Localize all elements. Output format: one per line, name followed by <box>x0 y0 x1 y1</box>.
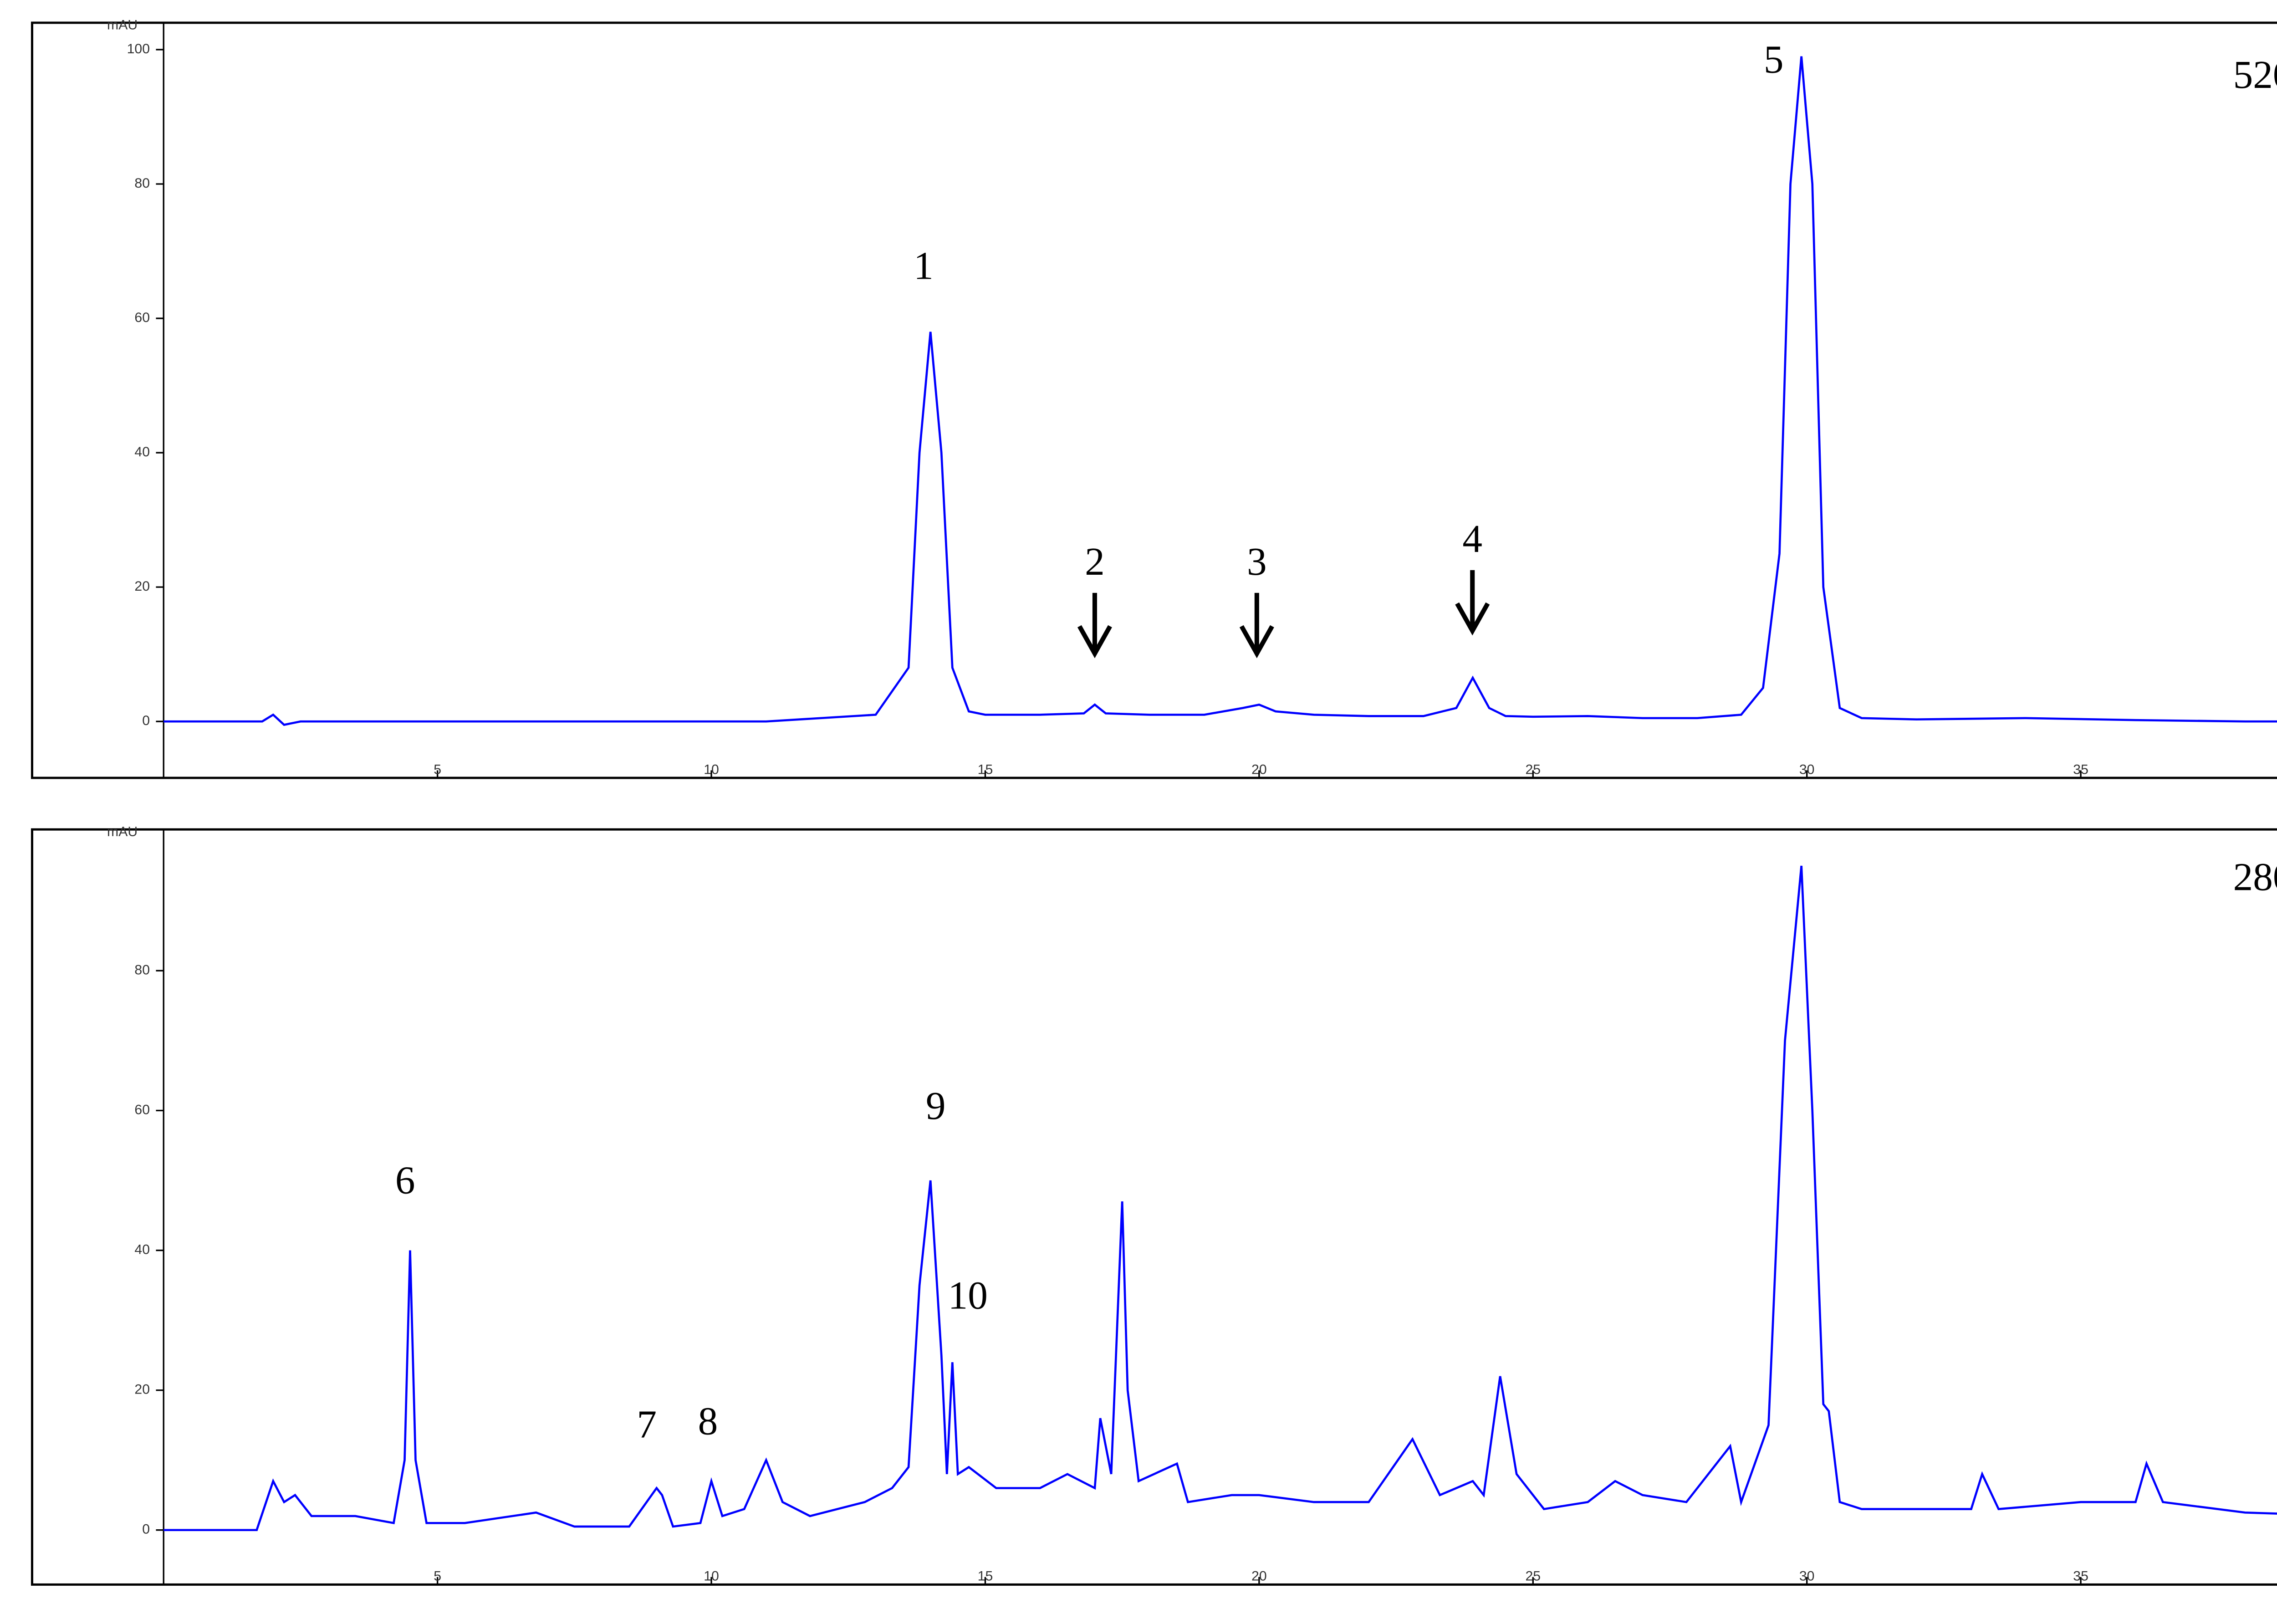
peak-label: 7 <box>637 1403 657 1446</box>
x-tick-label: 30 <box>1799 1569 1815 1584</box>
y-tick-label: 60 <box>134 1103 150 1118</box>
x-tick-label: 5 <box>434 762 441 777</box>
peak-label: 8 <box>698 1399 718 1443</box>
x-tick-label: 15 <box>978 1569 993 1584</box>
peak-label: 10 <box>948 1274 988 1318</box>
arrow <box>1077 592 1112 659</box>
arrow <box>1239 592 1274 659</box>
x-tick-label: 30 <box>1799 762 1815 777</box>
panel-frame <box>31 21 2277 779</box>
peak-label: 4 <box>1462 517 1482 561</box>
y-tick-label: 40 <box>134 444 150 460</box>
chromatogram-line <box>163 56 2277 726</box>
x-tick-label: 10 <box>704 762 719 777</box>
y-tick-label: 60 <box>134 310 150 325</box>
x-tick-label: 25 <box>1525 762 1541 777</box>
peak-label: 6 <box>395 1159 415 1202</box>
x-tick-label: 35 <box>2073 1569 2088 1584</box>
y-tick-label: 20 <box>134 1382 150 1397</box>
y-tick-label: 100 <box>127 41 150 56</box>
wavelength-label: 280 <box>2233 855 2277 899</box>
x-tick-label: 15 <box>978 762 993 777</box>
x-tick-label: 10 <box>704 1569 719 1584</box>
y-axis-label: mAU <box>107 18 138 33</box>
y-tick-label: 80 <box>134 962 150 977</box>
wavelength-label: 520 <box>2233 53 2277 97</box>
x-tick-label: 20 <box>1251 762 1267 777</box>
y-axis-label: mAU <box>107 824 138 839</box>
peak-label: 2 <box>1085 540 1105 583</box>
peak-label: 9 <box>926 1084 946 1128</box>
x-tick-label: 20 <box>1251 1569 1267 1584</box>
peak-label: 1 <box>914 244 934 288</box>
arrow <box>1455 570 1490 636</box>
x-tick-label: 35 <box>2073 762 2088 777</box>
y-tick-label: 40 <box>134 1242 150 1257</box>
chromatogram-line <box>163 865 2277 1531</box>
peak-label: 3 <box>1247 540 1267 583</box>
x-tick-label: 25 <box>1525 1569 1541 1584</box>
x-tick-label: 5 <box>434 1569 441 1584</box>
y-tick-label: 80 <box>134 176 150 191</box>
panel-frame <box>31 828 2277 1586</box>
y-tick-label: 0 <box>142 1522 150 1537</box>
y-tick-label: 20 <box>134 579 150 594</box>
y-tick-label: 0 <box>142 713 150 728</box>
peak-label: 5 <box>1764 38 1784 82</box>
